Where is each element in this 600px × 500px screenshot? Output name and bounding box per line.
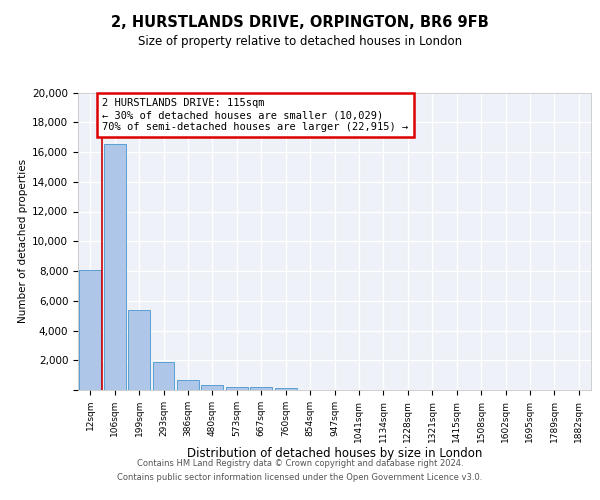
X-axis label: Distribution of detached houses by size in London: Distribution of detached houses by size …: [187, 448, 482, 460]
Bar: [152, 362, 175, 390]
Text: Contains HM Land Registry data © Crown copyright and database right 2024.: Contains HM Land Registry data © Crown c…: [137, 460, 463, 468]
Text: Size of property relative to detached houses in London: Size of property relative to detached ho…: [138, 34, 462, 48]
Bar: [104, 144, 125, 390]
Bar: [128, 310, 150, 390]
Bar: [250, 388, 272, 390]
Bar: [275, 388, 296, 390]
Text: 2 HURSTLANDS DRIVE: 115sqm
← 30% of detached houses are smaller (10,029)
70% of : 2 HURSTLANDS DRIVE: 115sqm ← 30% of deta…: [103, 98, 409, 132]
Bar: [226, 387, 248, 390]
Bar: [202, 385, 223, 390]
Bar: [177, 380, 199, 390]
Bar: [79, 270, 101, 390]
Text: 2, HURSTLANDS DRIVE, ORPINGTON, BR6 9FB: 2, HURSTLANDS DRIVE, ORPINGTON, BR6 9FB: [111, 15, 489, 30]
Text: Contains public sector information licensed under the Open Government Licence v3: Contains public sector information licen…: [118, 473, 482, 482]
Y-axis label: Number of detached properties: Number of detached properties: [18, 159, 28, 324]
